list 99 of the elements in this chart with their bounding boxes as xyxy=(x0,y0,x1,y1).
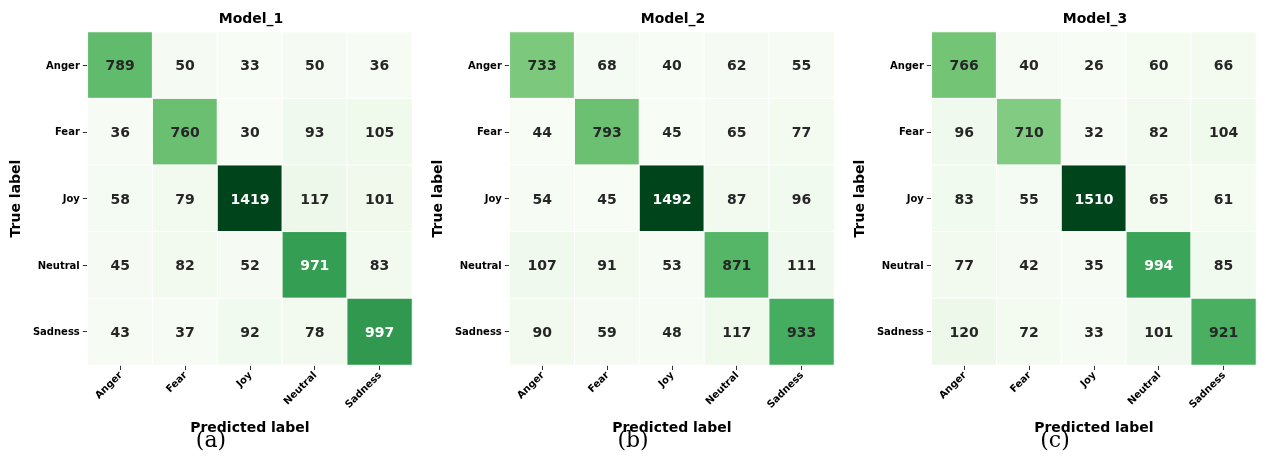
data-label: 733 xyxy=(527,57,557,74)
data-label: 40 xyxy=(662,57,682,74)
data-label: 766 xyxy=(949,57,979,74)
data-label: 117 xyxy=(722,323,752,340)
y-tick-label: Joy xyxy=(483,193,503,204)
data-label: 43 xyxy=(110,323,130,340)
y-tick-label: Neutral xyxy=(459,259,502,271)
data-label: 40 xyxy=(1019,57,1040,74)
data-label: 62 xyxy=(727,57,747,74)
data-label: 793 xyxy=(592,123,622,140)
y-tick-label: Anger xyxy=(468,59,502,71)
data-label: 92 xyxy=(240,323,260,340)
data-label: 37 xyxy=(175,323,195,340)
data-label: 971 xyxy=(300,257,330,274)
data-label: 994 xyxy=(1144,257,1174,274)
data-label: 61 xyxy=(1213,190,1234,207)
data-label: 55 xyxy=(791,57,812,74)
data-label: 72 xyxy=(1019,323,1039,340)
data-label: 96 xyxy=(954,123,974,140)
data-label: 50 xyxy=(305,57,325,74)
data-label: 1419 xyxy=(230,190,270,207)
data-label: 101 xyxy=(1144,323,1174,340)
data-label: 921 xyxy=(1208,323,1239,340)
data-label: 26 xyxy=(1084,57,1104,74)
data-label: 933 xyxy=(786,323,817,340)
y-axis-title: True label xyxy=(7,159,23,238)
y-tick-label: Sadness xyxy=(32,326,80,338)
data-label: 42 xyxy=(1019,257,1039,274)
data-label: 104 xyxy=(1208,123,1239,140)
data-label: 760 xyxy=(170,123,200,140)
data-label: 79 xyxy=(175,190,195,207)
data-label: 66 xyxy=(1213,57,1234,74)
y-tick-label: Fear xyxy=(54,126,80,138)
data-label: 45 xyxy=(110,257,130,274)
y-tick-label: Sadness xyxy=(454,326,502,338)
data-label: 60 xyxy=(1149,57,1169,74)
data-label: 30 xyxy=(240,123,260,140)
data-label: 45 xyxy=(597,190,617,207)
data-label: 77 xyxy=(791,123,812,140)
data-label: 65 xyxy=(1149,190,1169,207)
data-label: 53 xyxy=(662,257,682,274)
data-label: 35 xyxy=(1084,257,1104,274)
data-label: 1492 xyxy=(652,190,692,207)
y-tick-label: Neutral xyxy=(37,259,80,271)
data-label: 83 xyxy=(369,257,390,274)
y-tick-label: Sadness xyxy=(876,326,924,338)
data-label: 90 xyxy=(532,323,553,340)
data-label: 101 xyxy=(364,190,395,207)
data-label: 96 xyxy=(791,190,812,207)
data-label: 33 xyxy=(1084,323,1104,340)
y-tick-label: Fear xyxy=(476,126,502,138)
data-label: 1510 xyxy=(1074,190,1114,207)
data-label: 77 xyxy=(954,257,974,274)
data-label: 65 xyxy=(727,123,747,140)
x-tick-label: Joy xyxy=(233,368,255,390)
data-label: 58 xyxy=(110,190,130,207)
y-tick-label: Anger xyxy=(890,59,924,71)
data-label: 82 xyxy=(1149,123,1169,140)
data-label: 32 xyxy=(1084,123,1104,140)
data-label: 48 xyxy=(662,323,682,340)
data-label: 45 xyxy=(662,123,682,140)
data-label: 117 xyxy=(300,190,330,207)
data-label: 50 xyxy=(175,57,196,74)
data-label: 78 xyxy=(305,323,325,340)
data-label: 36 xyxy=(110,123,130,140)
data-label: 789 xyxy=(105,57,135,74)
data-label: 107 xyxy=(527,257,557,274)
data-label: 710 xyxy=(1014,123,1044,140)
data-label: 55 xyxy=(1019,190,1039,207)
x-tick-label: Joy xyxy=(655,368,677,390)
data-label: 85 xyxy=(1213,257,1234,274)
data-label: 997 xyxy=(364,323,395,340)
data-label: 82 xyxy=(175,257,195,274)
data-label: 33 xyxy=(240,57,260,74)
data-label: 59 xyxy=(597,323,617,340)
data-label: 87 xyxy=(727,190,747,207)
data-label: 83 xyxy=(954,190,974,207)
data-label: 91 xyxy=(597,257,617,274)
y-axis-title: True label xyxy=(851,159,867,238)
chart-title: Model_2 xyxy=(640,10,706,27)
y-tick-label: Joy xyxy=(61,193,81,204)
y-tick-label: Fear xyxy=(898,126,924,138)
data-label: 44 xyxy=(532,123,553,140)
data-label: 52 xyxy=(240,257,260,274)
data-label: 111 xyxy=(786,257,817,274)
y-tick-label: Anger xyxy=(46,59,80,71)
x-tick-label: Joy xyxy=(1077,368,1099,390)
data-label: 105 xyxy=(364,123,395,140)
y-tick-label: Neutral xyxy=(881,259,924,271)
data-label: 871 xyxy=(722,257,752,274)
data-label: 93 xyxy=(305,123,325,140)
data-label: 68 xyxy=(597,57,617,74)
chart-title: Model_1 xyxy=(218,10,284,27)
y-tick-label: Joy xyxy=(905,193,925,204)
y-axis-title: True label xyxy=(429,159,445,238)
data-label: 36 xyxy=(369,57,390,74)
data-label: 54 xyxy=(532,190,553,207)
data-label: 120 xyxy=(949,323,980,340)
chart-title: Model_3 xyxy=(1062,10,1128,27)
